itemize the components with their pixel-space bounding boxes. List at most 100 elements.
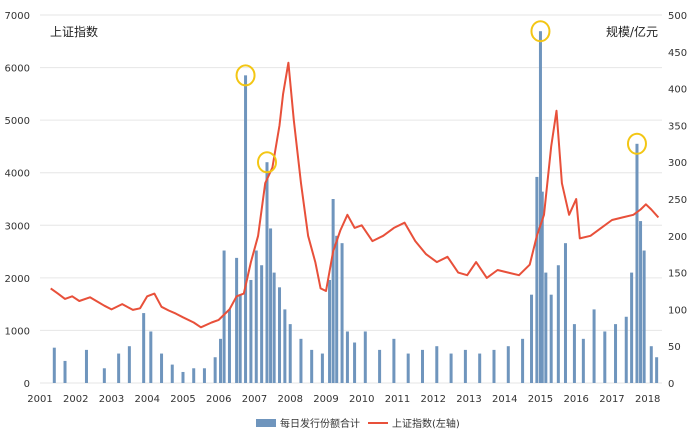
bar-10 (181, 371, 185, 383)
index-line (50, 61, 660, 329)
bar-17 (235, 257, 239, 383)
bar-6 (142, 313, 146, 383)
bar-28 (288, 324, 292, 383)
legend: 每日发行份额合计 上证指数(左轴) (256, 417, 460, 430)
bar-66 (639, 221, 643, 383)
x-tick-label-2016: 2016 (563, 394, 588, 405)
bar-45 (463, 349, 467, 383)
bar-21 (254, 250, 258, 383)
bar-32 (328, 279, 332, 383)
grid-lines (40, 14, 662, 384)
right-tick-label-3: 150 (668, 269, 687, 280)
peak-highlights (235, 20, 647, 174)
bar-8 (160, 353, 164, 383)
bar-18 (238, 294, 242, 383)
x-tick-label-2008: 2008 (278, 394, 303, 405)
bar-11 (192, 368, 196, 383)
bar-19 (244, 75, 248, 384)
left-tick-label-7: 7000 (5, 11, 30, 22)
x-tick-label-2001: 2001 (27, 394, 52, 405)
left-axis-title: 上证指数 (50, 24, 98, 39)
bar-5 (127, 346, 131, 383)
bar-64 (630, 272, 634, 383)
bar-52 (538, 31, 542, 384)
left-tick-label-6: 6000 (5, 64, 30, 75)
bar-series-issuance (52, 31, 659, 384)
bar-47 (492, 349, 496, 383)
x-tick-label-2015: 2015 (528, 394, 553, 405)
peak-highlight-circle-2 (530, 20, 551, 43)
bar-63 (624, 316, 628, 383)
bar-34 (335, 235, 339, 383)
bar-16 (227, 309, 231, 383)
bar-61 (603, 331, 607, 383)
bar-46 (478, 353, 482, 383)
right-tick-label-1: 50 (668, 342, 681, 353)
bar-56 (556, 265, 560, 383)
bar-65 (635, 143, 639, 383)
x-tick-label-2007: 2007 (242, 394, 267, 405)
bar-20 (249, 279, 253, 383)
bar-68 (649, 346, 653, 383)
bar-1 (63, 360, 67, 383)
bar-3 (102, 368, 106, 383)
bar-22 (260, 265, 264, 383)
right-tick-label-2: 100 (668, 305, 687, 316)
bar-50 (530, 294, 534, 383)
bar-14 (219, 338, 223, 383)
x-tick-label-2004: 2004 (135, 394, 160, 405)
bar-13 (213, 357, 217, 383)
right-tick-label-5: 250 (668, 195, 687, 206)
peak-highlight-circle-0 (235, 64, 256, 87)
left-tick-label-4: 4000 (5, 169, 30, 180)
bar-60 (592, 309, 596, 383)
bar-49 (521, 338, 525, 383)
bar-54 (544, 272, 548, 383)
x-tick-label-2009: 2009 (313, 394, 338, 405)
right-tick-label-6: 300 (668, 158, 687, 169)
x-tick-label-2013: 2013 (456, 394, 481, 405)
bar-15 (222, 250, 226, 383)
bar-35 (340, 243, 344, 383)
bar-24 (269, 228, 273, 383)
left-tick-label-0: 0 (24, 379, 30, 390)
x-tick-label-2014: 2014 (492, 394, 517, 405)
bar-51 (535, 176, 539, 383)
bar-62 (614, 324, 618, 383)
x-tick-label-2012: 2012 (420, 394, 445, 405)
peak-highlight-circle-1 (256, 151, 277, 174)
left-axis-ticks: 0 1000 2000 3000 4000 5000 6000 7000 (5, 11, 30, 390)
bar-33 (331, 199, 335, 383)
bar-27 (283, 309, 287, 383)
x-tick-label-2003: 2003 (99, 394, 124, 405)
legend-label-index: 上证指数(左轴) (392, 417, 460, 430)
legend-swatch-issuance (256, 419, 276, 427)
bar-23 (265, 162, 269, 383)
bar-53 (540, 191, 544, 383)
right-tick-label-9: 450 (668, 48, 687, 59)
x-tick-label-2011: 2011 (385, 394, 410, 405)
bar-44 (449, 353, 453, 383)
bar-58 (572, 324, 576, 383)
bar-37 (353, 342, 357, 383)
right-axis-ticks: 0 50 100 150 200 250 300 350 400 450 500 (668, 11, 687, 390)
x-tick-label-2006: 2006 (206, 394, 231, 405)
bar-29 (299, 338, 303, 383)
bar-69 (655, 357, 659, 383)
bar-4 (117, 353, 121, 383)
right-tick-label-0: 0 (668, 379, 674, 390)
bar-31 (320, 353, 324, 383)
left-tick-label-2: 2000 (5, 274, 30, 285)
x-axis-ticks: 2001 2002 2003 2004 2005 2006 2007 2008 2009 2010… (27, 394, 660, 405)
bar-9 (170, 364, 174, 383)
bar-48 (506, 346, 510, 383)
x-tick-label-2002: 2002 (63, 394, 88, 405)
peak-highlight-circle-3 (626, 132, 647, 155)
left-tick-label-3: 3000 (5, 221, 30, 232)
bar-59 (581, 338, 585, 383)
right-tick-label-4: 200 (668, 232, 687, 243)
bar-43 (435, 346, 439, 383)
bar-39 (378, 349, 382, 383)
